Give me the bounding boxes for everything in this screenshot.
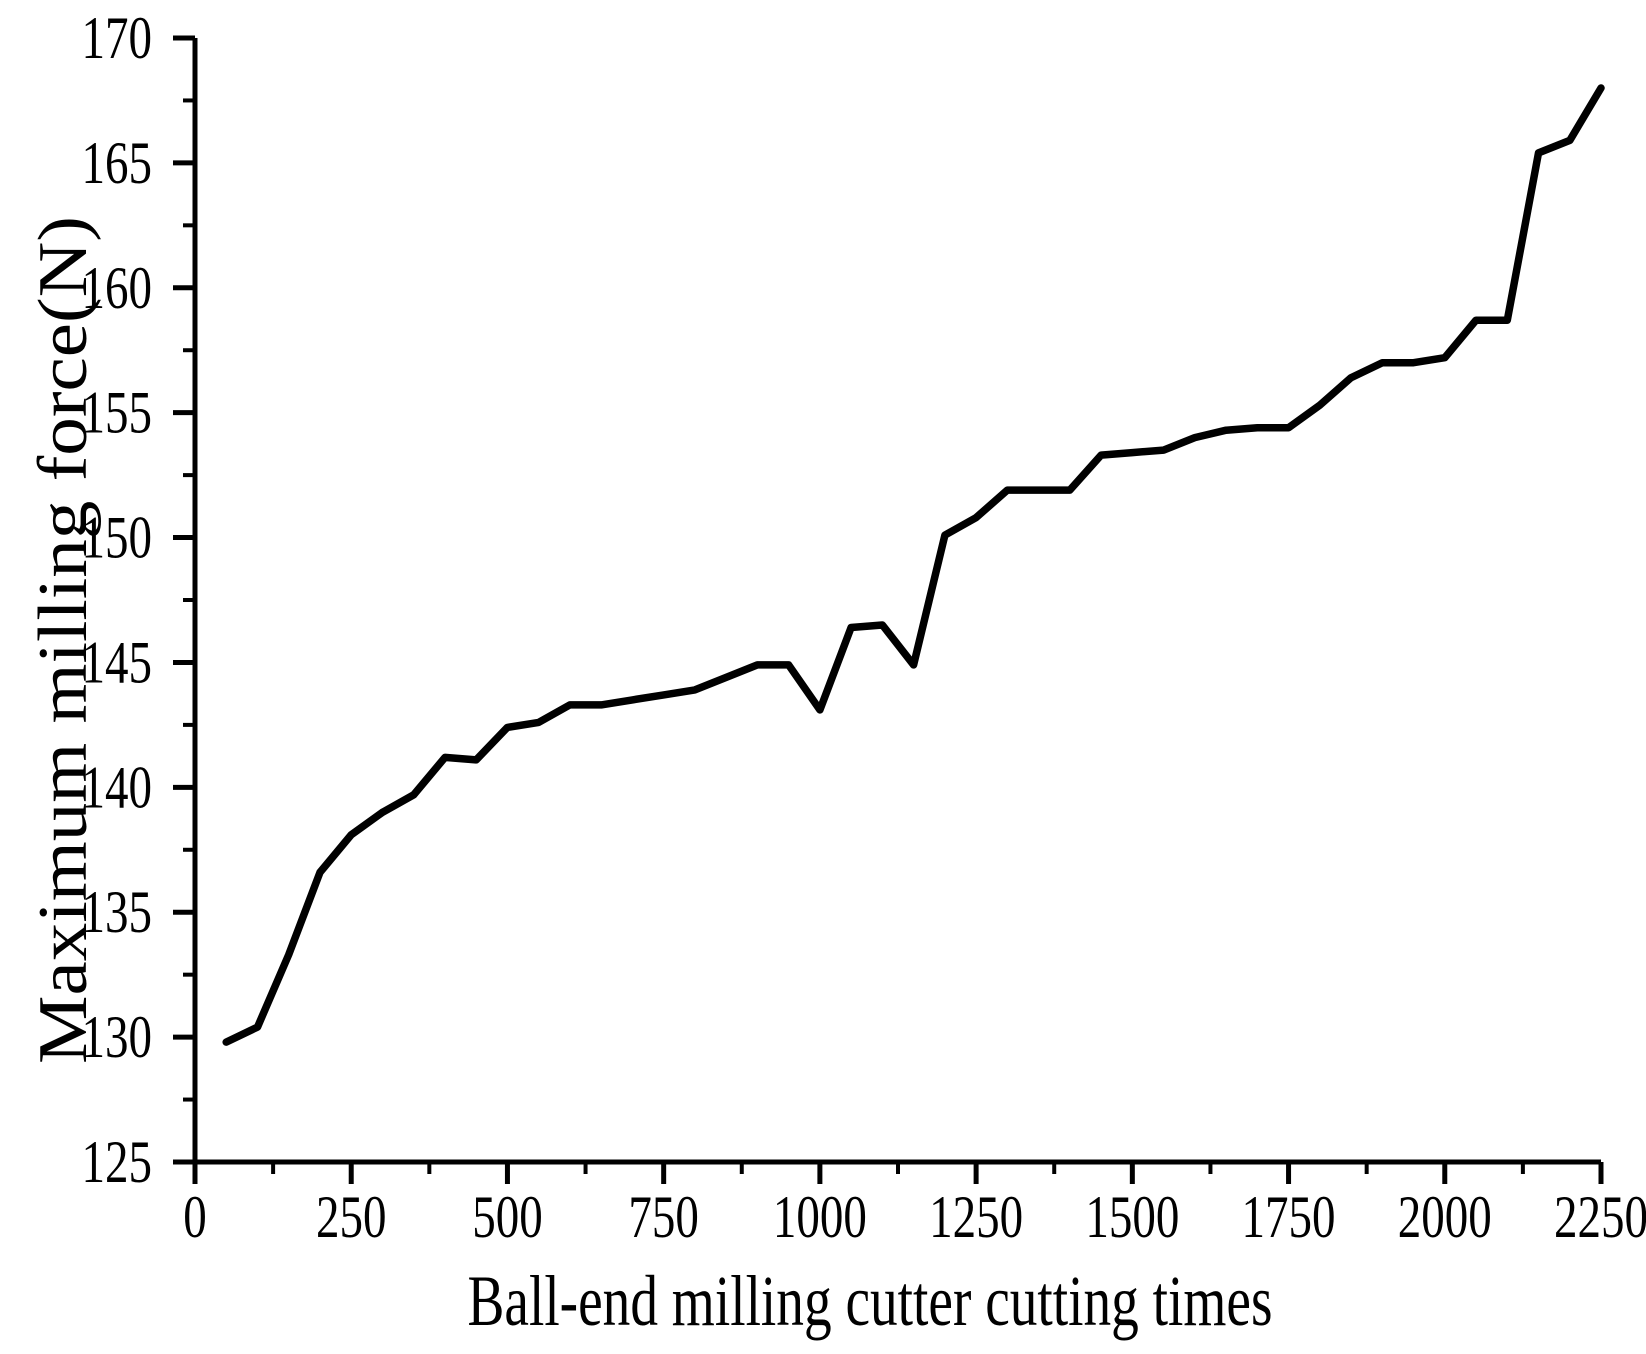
y-tick-label: 145	[82, 629, 153, 695]
x-tick-label: 1750	[1242, 1184, 1336, 1250]
x-tick-label: 2250	[1554, 1184, 1646, 1250]
y-tick-label: 150	[82, 505, 153, 571]
y-tick-label: 170	[82, 5, 153, 71]
x-tick-label: 1250	[929, 1184, 1023, 1250]
x-tick-label: 750	[628, 1184, 699, 1250]
x-axis: 0 250 500 750 1000 1250 1500 1750 2000 2250	[183, 1162, 1646, 1250]
x-tick-label: 0	[183, 1184, 207, 1250]
y-tick-label: 160	[82, 255, 153, 321]
y-tick-label: 165	[82, 130, 153, 196]
y-tick-label: 140	[82, 754, 153, 820]
x-tick-label: 250	[316, 1184, 387, 1250]
y-axis: 125 130 135 140 145 150 155 160 165 170	[82, 5, 195, 1195]
y-tick-label: 130	[82, 1004, 153, 1070]
x-tick-label: 1500	[1085, 1184, 1179, 1250]
y-axis-title: Maximum milling force(N)	[25, 216, 102, 1064]
y-tick-label: 155	[82, 380, 153, 446]
x-tick-label: 500	[472, 1184, 543, 1250]
x-tick-label: 1000	[773, 1184, 867, 1250]
y-tick-label: 135	[82, 879, 153, 945]
data-polyline-maximum-milling-force	[222, 84, 1605, 1046]
y-tick-label: 125	[82, 1129, 153, 1195]
x-tick-label: 2000	[1398, 1184, 1492, 1250]
x-axis-title: Ball-end milling cutter cutting times	[468, 1261, 1273, 1341]
